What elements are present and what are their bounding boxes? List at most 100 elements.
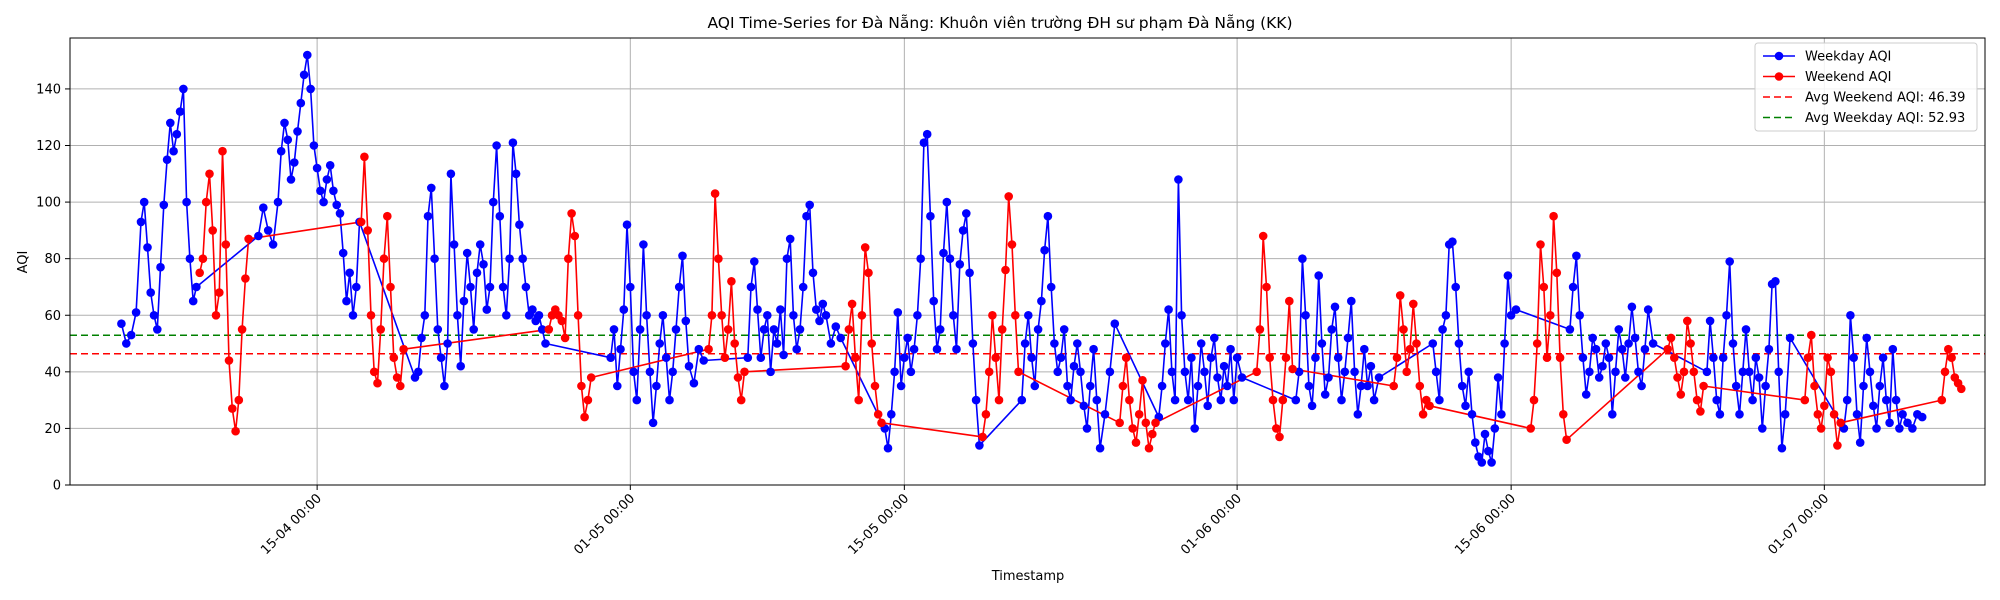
data-point (1457, 381, 1467, 391)
legend-label: Weekend AQI (1805, 70, 1892, 85)
data-point (873, 410, 883, 419)
data-point (1777, 443, 1787, 453)
data-point (1363, 381, 1372, 391)
data-point (1268, 395, 1278, 405)
data-point (131, 308, 141, 317)
data-point (1170, 395, 1180, 405)
data-point (280, 118, 289, 128)
data-point (1265, 353, 1274, 363)
data-point (1210, 333, 1219, 343)
data-point (1686, 339, 1695, 348)
y-tick-label: 140 (36, 82, 61, 97)
data-point (1484, 446, 1493, 456)
data-point (1594, 373, 1604, 382)
y-tick-label: 40 (44, 365, 61, 380)
data-point (1089, 344, 1098, 354)
series-points (117, 50, 1966, 467)
data-point (360, 152, 369, 162)
data-point (166, 118, 175, 128)
data-point (276, 146, 286, 156)
data-point (1216, 395, 1226, 405)
data-point (753, 305, 762, 314)
data-point (583, 395, 593, 405)
data-point (626, 282, 635, 292)
data-point (205, 169, 214, 179)
data-point (619, 305, 629, 314)
legend-entry: Avg Weekday AQI: 52.93 (1763, 111, 1965, 126)
data-point (1471, 438, 1480, 447)
data-point (906, 367, 916, 377)
data-point (1307, 401, 1317, 411)
data-point (1272, 424, 1281, 433)
data-point (916, 254, 925, 263)
data-point (639, 240, 648, 249)
data-point (1324, 373, 1333, 382)
data-point (1294, 367, 1304, 377)
data-point (1073, 339, 1082, 348)
data-point (1758, 424, 1767, 433)
data-point (1389, 381, 1398, 391)
data-point (1327, 325, 1336, 334)
data-point (263, 226, 273, 235)
data-point (1017, 395, 1027, 405)
data-point (836, 333, 845, 343)
data-point (668, 367, 677, 377)
data-point (1882, 395, 1891, 405)
data-point (665, 395, 674, 405)
data-point (1451, 282, 1460, 292)
data-point (766, 367, 775, 377)
data-point (1957, 384, 1966, 394)
legend-label: Avg Weekday AQI: 52.93 (1805, 111, 1965, 126)
data-point (453, 311, 462, 320)
data-point (642, 311, 651, 320)
data-point (122, 339, 131, 348)
data-point (1007, 240, 1017, 249)
data-point (228, 404, 237, 413)
data-point (613, 381, 622, 391)
data-point (900, 353, 909, 363)
data-point (201, 197, 211, 207)
data-point (312, 163, 322, 173)
data-point (459, 296, 469, 306)
data-point (795, 325, 805, 334)
data-point (143, 243, 152, 252)
data-point (776, 305, 785, 314)
data-point (887, 410, 896, 419)
data-point (379, 254, 389, 263)
data-point (1611, 367, 1620, 377)
data-point (655, 339, 664, 348)
data-point (671, 325, 681, 334)
data-point (1448, 237, 1457, 246)
data-point (1738, 367, 1748, 377)
data-point (570, 231, 580, 241)
data-point (1715, 410, 1725, 419)
data-point (1542, 353, 1552, 363)
data-point (356, 217, 366, 227)
data-point (479, 260, 488, 269)
data-point (1011, 311, 1020, 320)
data-point (710, 189, 720, 198)
data-point (1258, 231, 1268, 241)
data-point (984, 367, 994, 377)
data-point (352, 282, 361, 292)
data-point (306, 84, 315, 94)
data-point (224, 356, 234, 365)
data-point (1833, 441, 1842, 450)
data-point (622, 220, 632, 229)
data-point (1317, 339, 1327, 348)
data-point (1849, 353, 1858, 363)
data-point (1333, 353, 1343, 363)
data-point (586, 373, 596, 382)
data-point (733, 373, 743, 382)
data-point (423, 211, 433, 221)
data-point (1138, 376, 1147, 385)
data-point (1630, 333, 1640, 343)
data-point (1565, 325, 1575, 334)
data-point (1144, 443, 1154, 453)
data-point (1347, 296, 1356, 306)
data-point (1360, 344, 1369, 354)
data-point (1128, 424, 1137, 433)
data-point (414, 367, 423, 377)
data-point (635, 325, 645, 334)
